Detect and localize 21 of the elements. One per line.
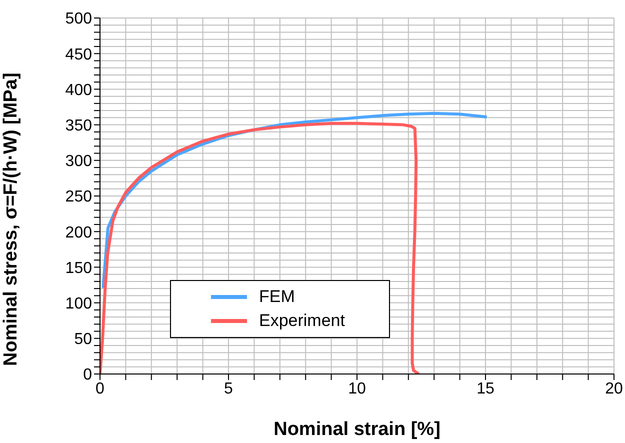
y-tick-label: 150 bbox=[65, 260, 92, 277]
y-tick-label: 350 bbox=[65, 117, 92, 134]
x-tick-label: 10 bbox=[348, 380, 366, 398]
y-tick-label: 0 bbox=[83, 366, 92, 384]
y-tick-label: 400 bbox=[65, 82, 92, 99]
line-series bbox=[100, 122, 420, 374]
y-axis-title: Nominal stress, σ=F/(h·W) [MPa] bbox=[0, 72, 22, 366]
legend-label: Experiment bbox=[259, 311, 345, 331]
x-tick-label: 15 bbox=[476, 380, 494, 398]
y-tick-label: 100 bbox=[65, 295, 92, 312]
x-tick-label: 0 bbox=[96, 380, 105, 398]
y-tick-label: 250 bbox=[65, 188, 92, 206]
y-tick-label: 50 bbox=[74, 331, 92, 348]
legend-label: FEM bbox=[259, 287, 295, 307]
y-tick-label: 200 bbox=[65, 224, 92, 242]
x-axis-title: Nominal strain [%] bbox=[274, 419, 440, 440]
y-tick-label: 450 bbox=[65, 46, 92, 64]
y-tick-label: 300 bbox=[65, 153, 92, 170]
x-tick-label: 20 bbox=[605, 380, 623, 398]
x-tick-label: 5 bbox=[224, 380, 234, 398]
y-tick-label: 500 bbox=[65, 10, 92, 28]
